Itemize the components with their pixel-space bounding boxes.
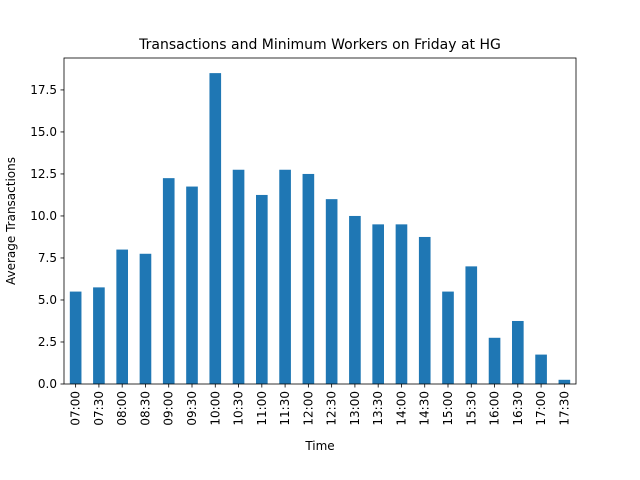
bar-1600 [488,337,501,384]
bar-1630 [512,320,524,384]
x-tick-label: 11:30 [278,391,292,426]
bar-1730 [558,379,571,384]
bar-1300 [349,215,361,384]
x-tick-label: 15:00 [441,391,455,426]
bar-1400 [395,224,408,384]
bar-0800 [116,249,128,384]
bar-1100 [256,194,268,384]
y-tick-label: 7.5 [38,251,57,265]
x-tick-label: 12:30 [325,391,339,426]
x-tick-label: 13:00 [348,391,362,426]
bar-0830 [139,253,152,384]
x-tick-label: 08:30 [138,391,152,426]
bar-0900 [162,178,175,384]
x-tick-label: 15:30 [464,391,478,426]
x-tick-label: 17:00 [534,391,548,426]
bars-group [69,73,571,385]
x-tick-label: 13:30 [371,391,385,426]
x-axis-ticks: 07:00 07:30 08:00 08:30 09:00 09:30 10:00 10:30… [69,384,571,426]
x-axis-label: Time [304,439,334,453]
bar-1230 [325,199,338,384]
y-tick-label: 15.0 [30,125,57,139]
x-tick-label: 09:00 [162,391,176,426]
x-tick-label: 10:00 [208,391,222,426]
x-tick-label: 14:00 [394,391,408,426]
bar-1330 [372,224,384,384]
plot-frame [63,57,577,385]
bar-1030 [232,169,245,384]
x-tick-label: 11:00 [255,391,269,426]
x-tick-label: 09:30 [185,391,199,426]
y-tick-label: 0.0 [38,377,57,391]
bar-0700 [69,291,82,384]
y-tick-label: 12.5 [30,167,57,181]
bar-0930 [186,186,198,384]
x-tick-label: 14:30 [418,391,432,426]
y-axis-label: Average Transactions [4,157,18,285]
x-tick-label: 10:30 [232,391,246,426]
bar-1200 [302,173,315,384]
bar-1700 [535,354,547,384]
bar-0730 [93,287,105,384]
y-axis-ticks: 0.0 2.5 5.0 7.5 10.0 12.5 15.0 17.5 [30,83,64,391]
y-tick-label: 17.5 [30,83,57,97]
bar-1530 [465,266,478,384]
bar-1500 [442,291,454,384]
x-tick-label: 16:00 [488,391,502,426]
bar-1130 [279,169,291,384]
x-tick-label: 17:30 [557,391,571,426]
x-tick-label: 07:30 [92,391,106,426]
chart-title: Transactions and Minimum Workers on Frid… [138,37,501,53]
bar-1430 [418,236,431,384]
x-tick-label: 12:00 [301,391,315,426]
y-tick-label: 2.5 [38,335,57,349]
x-tick-label: 08:00 [115,391,129,426]
bar-1000 [209,73,222,385]
y-tick-label: 5.0 [38,293,57,307]
x-tick-label: 16:30 [511,391,525,426]
x-tick-label: 07:00 [69,391,83,426]
y-tick-label: 10.0 [30,209,57,223]
